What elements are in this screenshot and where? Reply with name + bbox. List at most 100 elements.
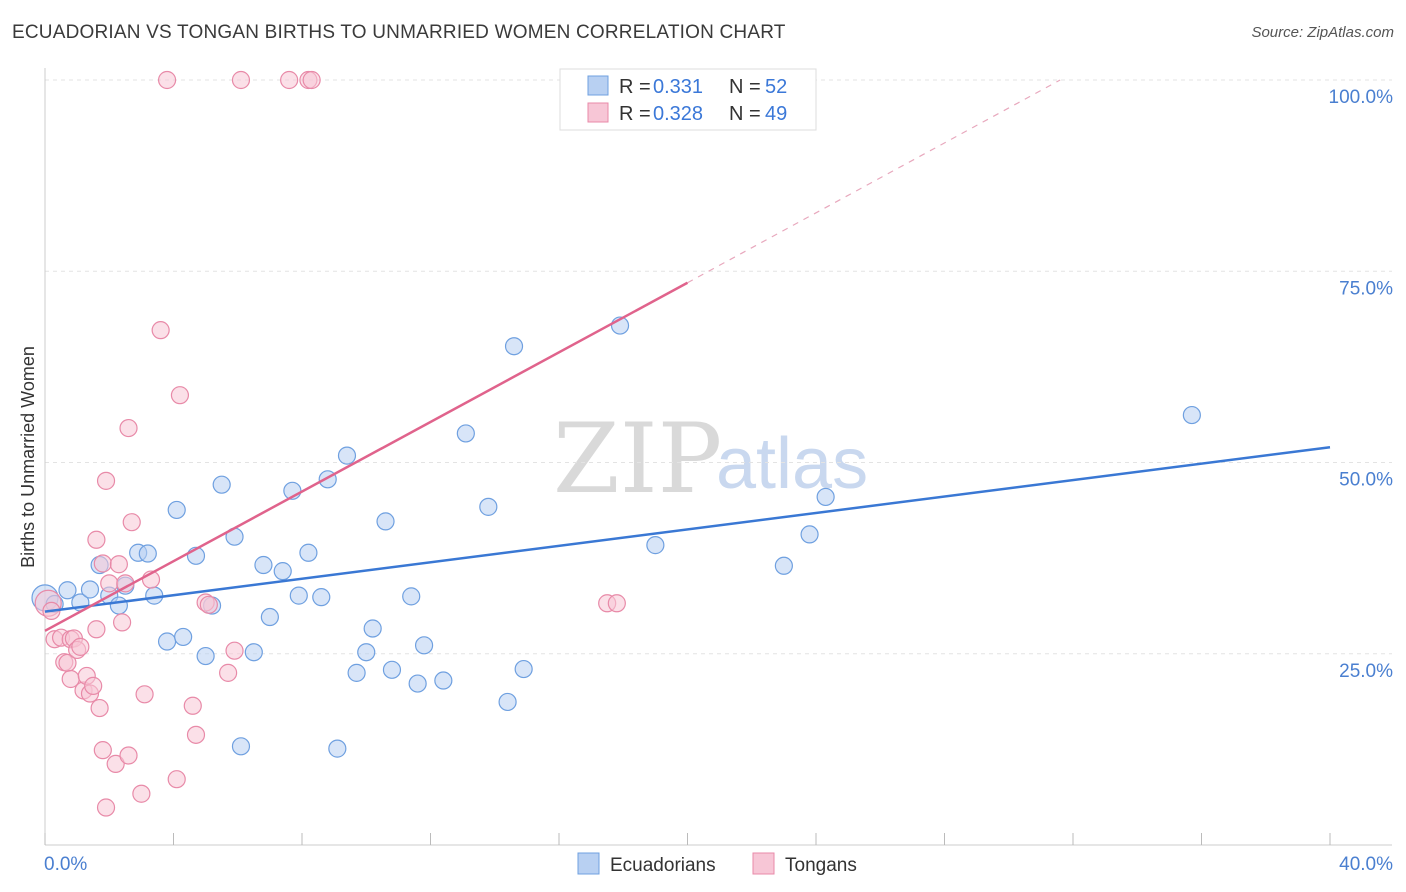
- y-tick-label-2: 75.0%: [1339, 278, 1393, 299]
- point-tongans-16: [87, 530, 106, 549]
- source-label: Source: ZipAtlas.com: [1251, 24, 1394, 41]
- point-tongans-28: [119, 418, 138, 438]
- legend-swatch-tongans: [587, 102, 609, 123]
- y-tick-label-0: 25.0%: [1339, 661, 1393, 682]
- point-ecuadorians-7: [109, 596, 128, 615]
- x-ticks: [44, 833, 1331, 845]
- point-ecuadorians-16: [196, 646, 215, 666]
- point-tongans-18: [93, 554, 112, 573]
- point-ecuadorians-50: [816, 487, 835, 507]
- point-tongans-30: [132, 784, 151, 803]
- point-tongans-36: [170, 386, 190, 405]
- point-ecuadorians-47: [646, 536, 665, 555]
- x-tick-label-1: 40.0%: [1339, 854, 1393, 875]
- point-ecuadorians-26: [289, 586, 308, 605]
- trend-line-extension-tongans: [687, 79, 1061, 284]
- point-ecuadorians-11: [145, 586, 164, 605]
- point-ecuadorians-39: [414, 636, 434, 655]
- bottom-legend-swatch-ecuadorians: [577, 852, 600, 875]
- point-ecuadorians-28: [312, 588, 331, 607]
- tick-labels: 25.0% 50.0% 75.0% 100.0% 0.0% 40.0%: [44, 87, 1393, 875]
- point-tongans-37: [183, 696, 202, 715]
- point-ecuadorians-37: [402, 587, 421, 606]
- point-ecuadorians-51: [1182, 405, 1201, 425]
- y-tick-label-3: 100.0%: [1329, 87, 1394, 108]
- point-ecuadorians-49: [800, 525, 819, 544]
- point-ecuadorians-42: [479, 497, 498, 516]
- watermark-zip: ZIP: [553, 403, 722, 515]
- point-tongans-31: [135, 685, 154, 704]
- point-ecuadorians-48: [774, 556, 793, 575]
- point-tongans-19: [93, 741, 112, 760]
- point-ecuadorians-12: [157, 632, 177, 651]
- series-legend: Ecuadorians Tongans: [577, 852, 857, 876]
- chart-title: ECUADORIAN VS TONGAN BIRTHS TO UNMARRIED…: [12, 22, 786, 43]
- legend-r-value-1: 0.331: [653, 76, 703, 98]
- point-ecuadorians-24: [273, 562, 292, 581]
- point-ecuadorians-14: [174, 627, 193, 647]
- point-tongans-20: [96, 798, 116, 817]
- legend-r-label-2: R =: [619, 103, 651, 125]
- trend-lines: [44, 79, 1331, 632]
- point-tongans-35: [167, 770, 186, 789]
- point-ecuadorians-33: [357, 643, 376, 662]
- trend-line-ecuadorians: [44, 445, 1331, 613]
- legend-n-value-1: 52: [765, 76, 787, 98]
- point-ecuadorians-34: [363, 619, 382, 638]
- point-ecuadorians-22: [254, 555, 273, 575]
- point-tongans-17: [90, 698, 109, 718]
- point-tongans-42: [225, 641, 244, 660]
- point-tongans-24: [109, 555, 128, 574]
- gridlines: [45, 79, 1392, 655]
- legend-n-value-2: 49: [765, 103, 787, 125]
- point-ecuadorians-13: [167, 500, 186, 520]
- point-tongans-44: [280, 70, 299, 90]
- legend-r-value-2: 0.328: [653, 103, 703, 125]
- point-tongans-41: [219, 663, 238, 682]
- point-ecuadorians-27: [299, 543, 318, 562]
- point-ecuadorians-35: [376, 512, 395, 531]
- point-tongans-21: [96, 471, 116, 490]
- point-tongans-14: [84, 676, 103, 695]
- legend-n-label-1: N =: [729, 76, 761, 98]
- point-ecuadorians-45: [514, 659, 533, 679]
- bottom-legend-swatch-tongans: [752, 852, 775, 875]
- stats-legend: R = 0.331 N = 52 R = 0.328 N = 49: [559, 68, 817, 131]
- legend-swatch-ecuadorians: [587, 75, 609, 96]
- x-tick-label-0: 0.0%: [44, 854, 87, 875]
- point-ecuadorians-36: [382, 660, 402, 679]
- point-ecuadorians-32: [347, 663, 366, 682]
- point-tongans-27: [119, 746, 138, 765]
- data-points: [31, 70, 1201, 817]
- point-tongans-23: [106, 754, 125, 774]
- point-tongans-34: [157, 70, 177, 90]
- point-ecuadorians-23: [260, 607, 279, 627]
- point-ecuadorians-40: [434, 671, 453, 690]
- point-ecuadorians-31: [337, 446, 357, 465]
- point-tongans-38: [186, 725, 206, 744]
- point-ecuadorians-18: [212, 475, 231, 494]
- bottom-legend-label-tongans: Tongans: [785, 855, 857, 876]
- legend-n-label-2: N =: [729, 103, 761, 125]
- point-tongans-43: [231, 70, 251, 90]
- point-ecuadorians-44: [504, 337, 524, 356]
- point-ecuadorians-21: [244, 643, 263, 662]
- y-axis-label: Births to Unmarried Women: [18, 346, 38, 568]
- bottom-legend-label-ecuadorians: Ecuadorians: [610, 855, 716, 876]
- point-tongans-25: [112, 613, 132, 632]
- legend-r-label-1: R =: [619, 76, 651, 98]
- point-tongans-40: [199, 595, 218, 614]
- point-ecuadorians-38: [408, 674, 427, 693]
- point-ecuadorians-10: [138, 544, 157, 563]
- point-tongans-46: [302, 70, 321, 90]
- watermark-atlas: atlas: [716, 424, 868, 504]
- y-tick-label-1: 50.0%: [1339, 470, 1393, 491]
- point-ecuadorians-4: [80, 580, 100, 599]
- point-tongans-10: [71, 637, 90, 656]
- trend-line-tongans: [44, 281, 689, 632]
- point-ecuadorians-20: [231, 737, 251, 756]
- point-ecuadorians-2: [58, 581, 77, 600]
- point-tongans-15: [87, 620, 106, 639]
- point-ecuadorians-43: [498, 692, 517, 712]
